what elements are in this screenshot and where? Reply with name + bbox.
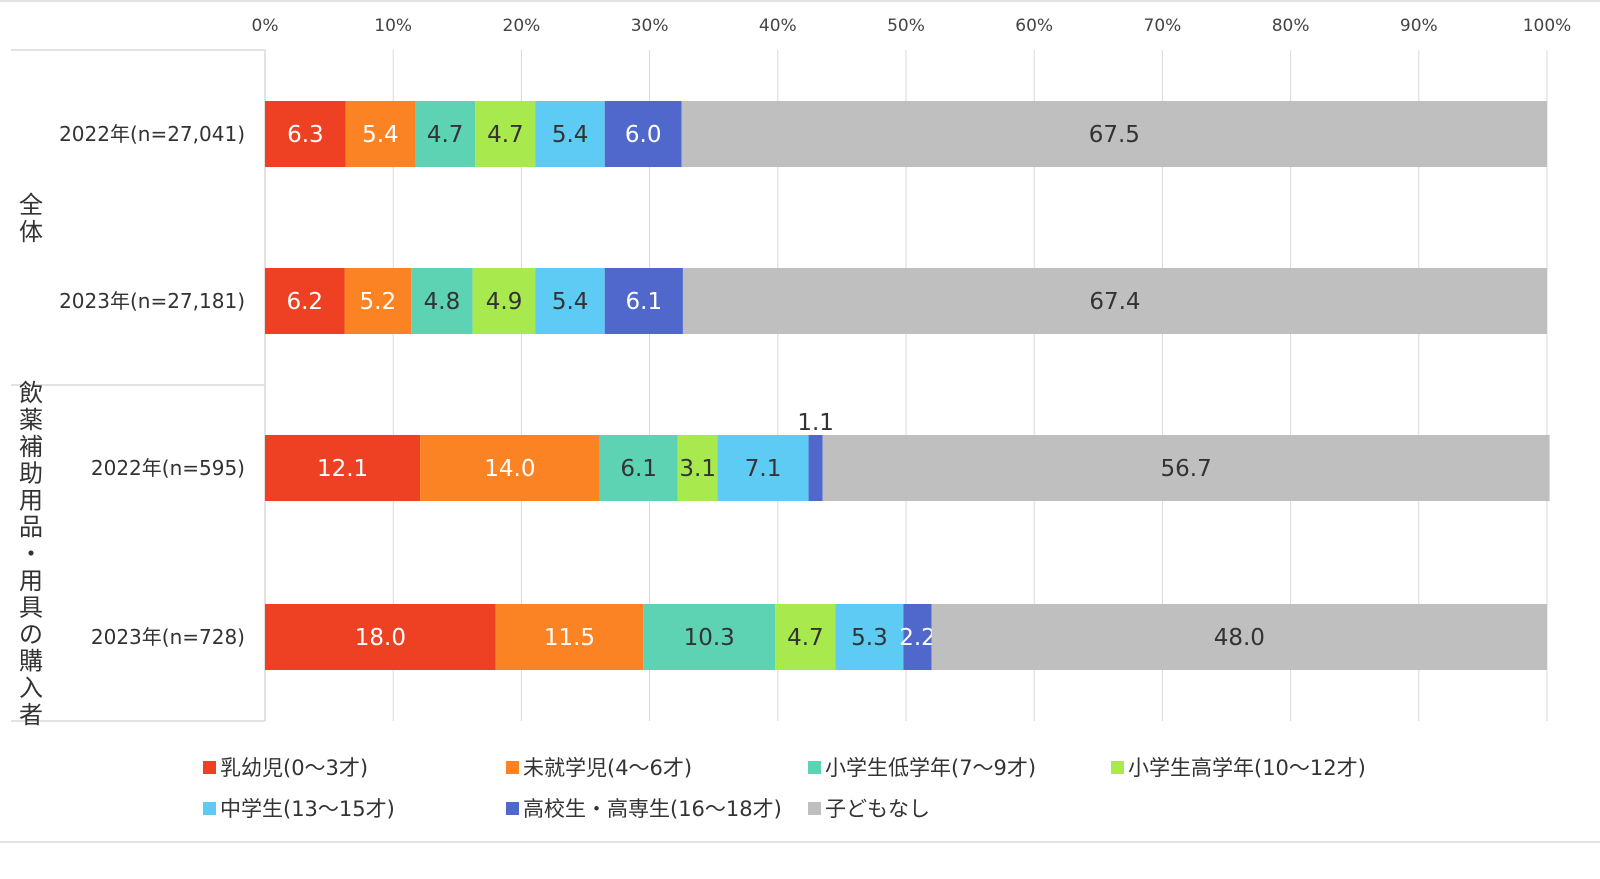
data-label: 6.0 xyxy=(625,122,662,148)
category-label: 2023年(n=728) xyxy=(91,625,245,649)
bar-segment xyxy=(344,268,412,334)
bar-segment xyxy=(472,268,536,334)
bar-segment xyxy=(808,435,823,501)
data-label: 6.1 xyxy=(626,289,663,315)
bar-segment xyxy=(495,604,644,670)
legend-swatch xyxy=(203,761,216,774)
data-label: 6.3 xyxy=(287,122,324,148)
bar-segment xyxy=(682,268,1547,334)
legend-swatch xyxy=(808,802,821,815)
legend-label: 子どもなし xyxy=(825,797,930,821)
data-label: 1.1 xyxy=(797,410,834,436)
legend-swatch xyxy=(808,761,821,774)
x-tick-label: 90% xyxy=(1400,16,1438,36)
legend-label: 中学生(13～15才) xyxy=(220,797,395,821)
bar-segment xyxy=(681,101,1547,167)
category-label: 2022年(n=27,041) xyxy=(59,122,245,146)
bar-segment xyxy=(822,435,1550,501)
legend-label: 高校生・高専生(16～18才) xyxy=(523,797,782,821)
x-tick-label: 10% xyxy=(374,16,412,36)
legend-swatch xyxy=(1111,761,1124,774)
data-label: 4.7 xyxy=(487,122,524,148)
data-label: 14.0 xyxy=(484,456,535,482)
legend-swatch xyxy=(506,761,519,774)
data-label: 10.3 xyxy=(684,625,735,651)
bar-segment xyxy=(775,604,836,670)
data-label: 6.2 xyxy=(286,289,323,315)
bar-segment xyxy=(535,268,605,334)
bar-segment xyxy=(535,101,605,167)
bar-segment xyxy=(265,435,421,501)
legend-label: 未就学児(4～6才) xyxy=(523,756,692,780)
bar-segment xyxy=(604,268,683,334)
legend-swatch xyxy=(506,802,519,815)
data-label: 6.1 xyxy=(620,456,657,482)
bar-segment xyxy=(903,604,932,670)
data-label: 18.0 xyxy=(355,625,406,651)
bar-segment xyxy=(717,435,809,501)
bar-segment xyxy=(265,101,346,167)
x-tick-label: 50% xyxy=(887,16,925,36)
x-tick-label: 60% xyxy=(1015,16,1053,36)
data-label: 67.4 xyxy=(1089,289,1140,315)
data-label: 11.5 xyxy=(544,625,595,651)
bar-segment xyxy=(414,101,476,167)
group-label: 全体 xyxy=(19,191,43,246)
data-label: 56.7 xyxy=(1161,456,1212,482)
data-label: 12.1 xyxy=(317,456,368,482)
x-tick-label: 40% xyxy=(759,16,797,36)
data-label: 4.9 xyxy=(486,289,523,315)
bar-segment xyxy=(265,604,496,670)
x-tick-label: 0% xyxy=(252,16,279,36)
bar-segment xyxy=(475,101,536,167)
data-label: 5.4 xyxy=(362,122,399,148)
data-label: 5.2 xyxy=(360,289,397,315)
group-label: 飲薬補助用品・用具の購入者 xyxy=(19,379,43,729)
data-label: 48.0 xyxy=(1214,625,1265,651)
data-label: 2.2 xyxy=(899,625,936,651)
data-label: 5.4 xyxy=(552,289,589,315)
bar-segment xyxy=(835,604,904,670)
x-tick-label: 100% xyxy=(1523,16,1572,36)
data-label: 4.7 xyxy=(787,625,824,651)
bar-segment xyxy=(420,435,600,501)
category-label: 2022年(n=595) xyxy=(91,456,245,480)
data-label: 4.8 xyxy=(424,289,461,315)
data-label: 4.7 xyxy=(427,122,464,148)
x-tick-label: 80% xyxy=(1272,16,1310,36)
legend-label: 乳幼児(0～3才) xyxy=(220,756,368,780)
legend-label: 小学生高学年(10～12才) xyxy=(1128,756,1366,780)
data-label: 5.3 xyxy=(851,625,888,651)
bar-segment xyxy=(345,101,415,167)
category-label: 2023年(n=27,181) xyxy=(59,289,245,313)
x-tick-label: 30% xyxy=(631,16,669,36)
legend-label: 小学生低学年(7～9才) xyxy=(825,756,1036,780)
bar-segment xyxy=(411,268,473,334)
x-tick-label: 20% xyxy=(503,16,541,36)
data-label: 67.5 xyxy=(1089,122,1140,148)
bar-segment xyxy=(599,435,678,501)
bar-segment xyxy=(677,435,718,501)
bar-segment xyxy=(265,268,345,334)
bar-segment xyxy=(604,101,682,167)
data-label: 3.1 xyxy=(679,456,716,482)
bar-segment xyxy=(643,604,776,670)
data-label: 5.4 xyxy=(552,122,589,148)
bar-segment xyxy=(931,604,1547,670)
data-label: 7.1 xyxy=(745,456,782,482)
legend-swatch xyxy=(203,802,216,815)
x-tick-label: 70% xyxy=(1144,16,1182,36)
